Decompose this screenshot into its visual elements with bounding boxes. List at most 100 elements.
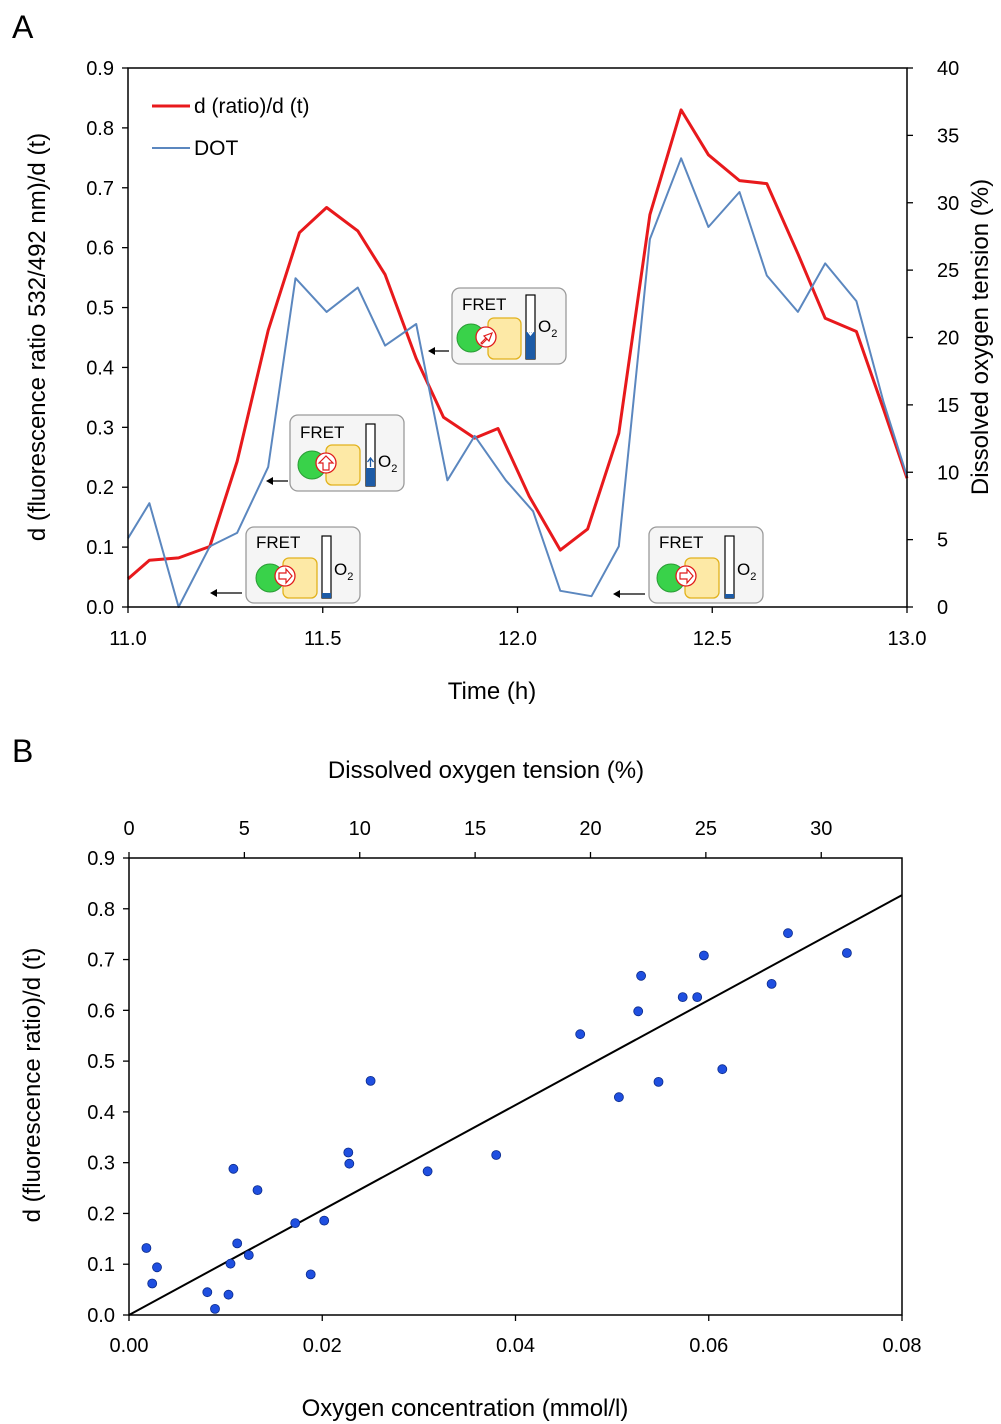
panel-a-marks (127, 108, 909, 608)
fret-inset-1: FRET O2 (245, 526, 361, 604)
scatter-point (491, 1150, 502, 1160)
x-tick-label: 0.00 (110, 1335, 149, 1357)
y-tick-label: 0.2 (86, 477, 114, 499)
gauge-up-arrow-icon (366, 456, 375, 467)
scatter-point (228, 1163, 239, 1174)
panel-a-right-axis-title: Dissolved oxygen tension (%) (967, 179, 994, 495)
y-tick-label: 0.0 (87, 1305, 115, 1327)
o2-label: O2 (334, 560, 353, 583)
fret-indicator-icon (475, 326, 497, 348)
o2-label: O2 (737, 560, 756, 583)
scatter-point (232, 1238, 243, 1249)
scatter-point (210, 1304, 220, 1314)
y-tick-label: 0.0 (86, 597, 114, 619)
y-tick-label: 0.9 (86, 58, 114, 80)
oxygen-gauge-icon (724, 535, 735, 599)
panel-a-ticks: 11.0 11.5 12.0 12.5 13.0 0.0 0.1 0.2 0.3 0.4 0.5 0.… (86, 58, 959, 650)
arrow-up-icon (317, 455, 335, 471)
x2-tick-label: 5 (239, 818, 250, 840)
scatter-point (223, 1289, 234, 1300)
scatter-point (141, 1243, 152, 1253)
scatter-point (636, 970, 646, 981)
scatter-point (766, 979, 777, 989)
fret-indicator-icon (675, 565, 697, 587)
y2-tick-label: 0 (937, 597, 948, 619)
panel-label-a: A (12, 9, 34, 45)
scatter-point (305, 1269, 316, 1280)
x-tick-label: 12.5 (693, 628, 732, 650)
scatter-point (243, 1250, 254, 1260)
y2-tick-label: 5 (937, 530, 948, 552)
x-tick-label: 13.0 (888, 628, 927, 650)
scatter-point (152, 1262, 162, 1273)
y-tick-label: 0.7 (87, 950, 115, 972)
x-tick-label: 0.02 (303, 1335, 342, 1357)
scatter-point (717, 1064, 728, 1075)
oxygen-gauge-icon (321, 535, 332, 599)
fret-label: FRET (300, 423, 344, 442)
x-tick-label: 0.08 (883, 1335, 922, 1357)
y-tick-label: 0.9 (87, 848, 115, 870)
scatter-point (290, 1218, 301, 1228)
scatter-point (575, 1029, 586, 1040)
y-tick-label: 0.2 (87, 1203, 115, 1225)
x2-tick-label: 30 (810, 818, 832, 840)
panel-a-chart: 11.0 11.5 12.0 12.5 13.0 0.0 0.1 0.2 0.3 0.4 0.5 0.… (24, 58, 994, 705)
fret-indicator-icon (315, 452, 337, 474)
y2-tick-label: 25 (937, 260, 959, 282)
x-tick-label: 11.5 (304, 628, 341, 650)
x2-tick-label: 15 (464, 818, 486, 840)
dot-series-line (127, 157, 908, 608)
scatter-point (344, 1158, 355, 1169)
scatter-point (365, 1076, 376, 1086)
scatter-point (692, 992, 703, 1002)
panel-label-b: B (12, 733, 33, 769)
arrow-right-icon (679, 567, 694, 585)
y-tick-label: 0.8 (86, 118, 114, 140)
y-tick-label: 0.6 (87, 1000, 115, 1022)
y2-tick-label: 15 (937, 395, 959, 417)
scatter-point (319, 1215, 330, 1226)
fret-inset-3: FRET O2 (451, 287, 567, 365)
inset-3-pointer-arrow (428, 347, 449, 355)
x-tick-label: 0.04 (496, 1335, 535, 1357)
y-tick-label: 0.8 (87, 899, 115, 921)
oxygen-gauge-fill (526, 332, 535, 359)
y2-tick-label: 40 (937, 58, 959, 80)
regression-fit-line (128, 894, 903, 1316)
scatter-point (343, 1147, 354, 1158)
panel-b-chart: 0.00 0.02 0.04 0.06 0.08 0.0 0.1 0.2 0.3 0.4 0.5 0.… (19, 757, 921, 1422)
x2-tick-label: 0 (123, 818, 134, 840)
y-tick-label: 0.4 (86, 357, 114, 379)
panel-b-top-axis-title: Dissolved oxygen tension (%) (328, 757, 644, 784)
fret-label: FRET (462, 295, 506, 314)
scatter-point (422, 1166, 433, 1177)
x-tick-label: 11.0 (109, 628, 146, 650)
x2-tick-label: 25 (695, 818, 717, 840)
y-tick-label: 0.3 (86, 417, 114, 439)
o2-label: O2 (378, 452, 397, 475)
arrow-diagonal-icon (480, 331, 494, 345)
scatter-point (677, 992, 688, 1002)
legend-label-dot: DOT (194, 137, 239, 160)
x2-tick-label: 10 (349, 818, 371, 840)
legend-label-ratio: d (ratio)/d (t) (194, 95, 310, 118)
ratio-series-line (127, 108, 909, 581)
scatter-point (252, 1185, 263, 1195)
x-tick-label: 12.0 (498, 628, 537, 650)
y-tick-label: 0.3 (87, 1153, 115, 1175)
panel-b-y-axis-title: d (fluorescence ratio)/d (t) (19, 948, 46, 1223)
fret-indicator-icon (274, 565, 296, 587)
gauge-down-arrow-icon (526, 325, 535, 337)
fret-label: FRET (256, 533, 300, 552)
scatter-point (653, 1077, 664, 1087)
inset-1-pointer-arrow (210, 589, 242, 597)
fret-inset-4: FRET O2 (648, 526, 764, 604)
oxygen-gauge-fill (322, 593, 331, 598)
panel-a-legend: d (ratio)/d (t) DOT (152, 95, 310, 160)
y-tick-label: 0.1 (86, 537, 114, 559)
y2-tick-label: 20 (937, 328, 959, 350)
panel-a-left-axis-title: d (fluorescence ratio 532/492 nm)/d (t) (24, 133, 51, 541)
fret-label: FRET (659, 533, 703, 552)
